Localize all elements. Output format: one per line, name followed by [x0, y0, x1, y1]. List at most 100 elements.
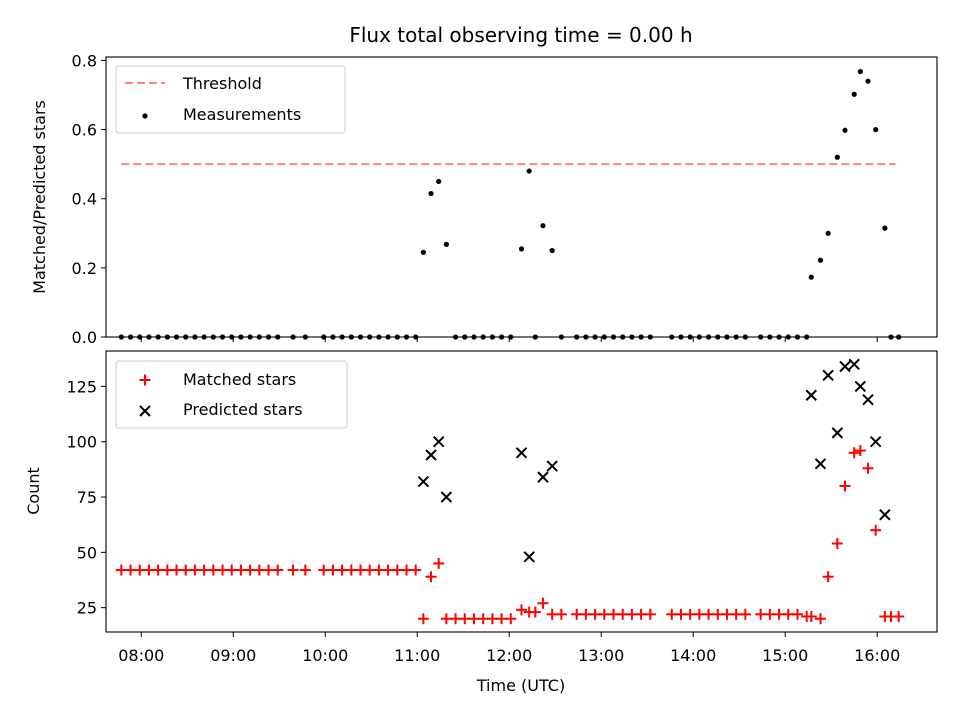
- matched-star-point: [382, 564, 394, 576]
- predicted-star-point-b: [425, 449, 437, 461]
- matched-star-point: [152, 564, 164, 576]
- bottom-legend-frame: [115, 360, 348, 429]
- bottom-ytick-label: 50: [77, 543, 97, 562]
- matched-star-point: [244, 564, 256, 576]
- matched-star-point: [529, 606, 541, 618]
- measurement-point: [715, 334, 721, 340]
- matched-star-point: [782, 608, 794, 620]
- legend-predicted-swatch-b: [139, 405, 151, 417]
- measurement-point: [428, 190, 434, 197]
- matched-star-point: [505, 613, 517, 625]
- predicted-star-point-b: [854, 380, 867, 393]
- measurement-point: [610, 334, 617, 340]
- bottom-xtick-label: 14:00: [670, 646, 716, 665]
- matched-star-point: [617, 608, 629, 620]
- predicted-star-point-b: [523, 551, 535, 563]
- predicted-star-point: [869, 436, 882, 448]
- predicted-star-point: [854, 380, 867, 393]
- predicted-star-point-b: [432, 436, 445, 448]
- measurement-point: [376, 334, 382, 340]
- measurement-point: [164, 334, 170, 340]
- matched-star-point: [336, 564, 348, 576]
- matched-star-point: [287, 564, 299, 576]
- matched-star-point: [839, 480, 851, 492]
- measurement-point: [238, 334, 244, 340]
- predicted-star-point-b: [822, 369, 834, 382]
- bottom-plot-frame: [105, 350, 938, 633]
- bottom-xtick-label: 13:00: [578, 646, 624, 665]
- measurement-point: [842, 127, 848, 133]
- matched-star-point: [410, 564, 422, 576]
- top-ytick-label: 0.4: [72, 190, 97, 209]
- bottom-xtick-label: 11:00: [394, 646, 440, 665]
- matched-star-point: [253, 564, 265, 576]
- predicted-star-point-b: [814, 458, 827, 470]
- measurement-point: [592, 334, 598, 340]
- matched-star-point: [433, 557, 445, 569]
- measurement-point: [687, 334, 693, 340]
- predicted-star-point: [848, 358, 860, 370]
- predicted-star-point: [432, 436, 445, 448]
- matched-star-point: [459, 613, 471, 625]
- measurement-point: [808, 274, 814, 280]
- matched-star-point: [730, 608, 742, 620]
- predicted-star-point: [537, 471, 549, 483]
- measurement-point: [210, 334, 216, 340]
- matched-star-point: [450, 613, 462, 625]
- matched-star-point: [644, 608, 656, 620]
- measurement-point: [137, 334, 143, 340]
- matched-star-point: [355, 564, 367, 576]
- measurement-point: [678, 334, 684, 340]
- measurement-point: [785, 334, 791, 340]
- measurement-point: [330, 334, 336, 340]
- top-plot: 0.0 0.2 0.4 0.6 0.8 Threshold Measurements: [72, 51, 938, 347]
- matched-star-point: [854, 445, 866, 457]
- predicted-star-point-b: [546, 460, 558, 472]
- measurement-point: [558, 334, 564, 340]
- measurement-point: [471, 334, 477, 340]
- measurement-point: [851, 91, 857, 97]
- matched-star-point: [546, 608, 558, 620]
- matched-star-point: [712, 608, 724, 620]
- measurement-point: [480, 334, 486, 340]
- top-ylabel: Matched/Predicted stars: [30, 100, 49, 294]
- predicted-star-point-b: [831, 427, 844, 439]
- bottom-ytick-label: 125: [66, 377, 97, 396]
- matched-star-point: [666, 608, 678, 620]
- measurement-point: [776, 334, 782, 340]
- matched-star-point: [537, 597, 549, 609]
- bottom-xlabel: Time (UTC): [476, 676, 565, 695]
- measurement-point: [896, 334, 902, 340]
- bottom-xtick-label: 12:00: [486, 646, 532, 665]
- legend-predicted-swatch: [139, 405, 151, 417]
- measurement-point: [192, 334, 198, 340]
- legend-measurements-label: Measurements: [183, 105, 301, 124]
- matched-star-point: [862, 462, 874, 474]
- top-legend: Threshold Measurements: [115, 65, 346, 134]
- matched-star-point: [318, 564, 330, 576]
- measurement-point: [518, 246, 525, 252]
- matched-star-point: [684, 608, 696, 620]
- matched-star-point: [848, 447, 860, 459]
- measurement-point: [758, 334, 764, 340]
- predicted-star-point-b: [417, 475, 430, 488]
- predicted-star-point: [546, 460, 558, 472]
- matched-star-point: [327, 564, 339, 576]
- matched-star-point: [496, 613, 508, 625]
- matched-star-point: [721, 608, 733, 620]
- matched-star-point: [134, 564, 146, 576]
- measurement-point: [357, 334, 364, 340]
- measurement-point: [794, 334, 801, 340]
- measurement-point: [574, 334, 580, 340]
- top-ytick-label: 0.8: [72, 51, 97, 70]
- matched-star-point: [468, 613, 480, 625]
- measurement-point: [549, 247, 555, 254]
- matched-star-point: [764, 608, 776, 620]
- matched-star-point: [115, 564, 127, 576]
- measurement-point: [413, 334, 419, 340]
- bottom-xtick-label: 16:00: [854, 646, 900, 665]
- matched-star-point: [125, 564, 137, 576]
- legend-predicted-label: Predicted stars: [183, 400, 303, 419]
- matched-star-point: [180, 564, 192, 576]
- predicted-star-point-b: [839, 360, 851, 373]
